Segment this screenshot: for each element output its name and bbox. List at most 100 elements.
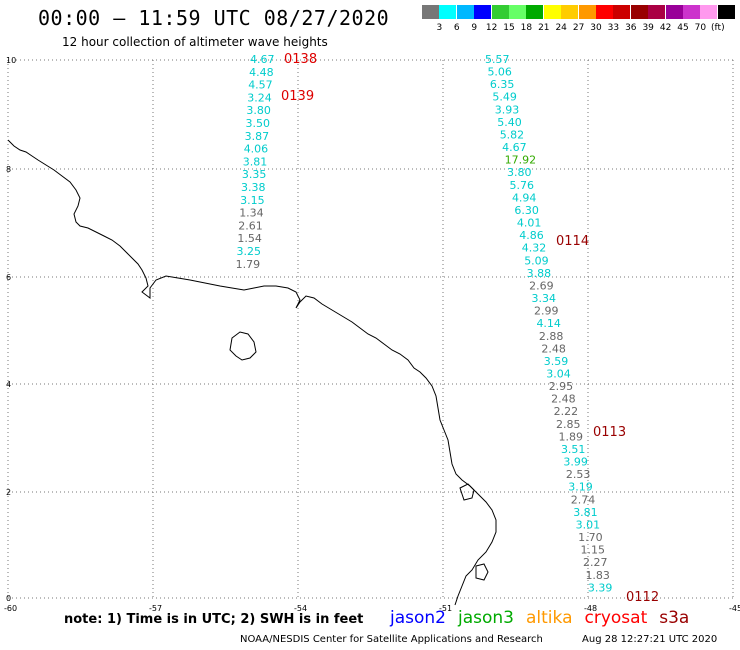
wave-height-label: 2.88 <box>539 330 564 343</box>
scale-label: 12 <box>485 23 498 33</box>
scale-label: 42 <box>659 23 672 33</box>
wave-height-label: 4.14 <box>536 317 561 330</box>
delta-island <box>459 483 475 501</box>
pass-id-label: 0139 <box>281 89 314 104</box>
lat-lon-grid <box>7 59 734 599</box>
scale-label: 36 <box>625 23 637 33</box>
wave-height-label: 3.81 <box>243 155 267 168</box>
wave-height-label: 6.30 <box>514 204 539 217</box>
satellite-legend-item: altika <box>526 608 573 628</box>
wave-height-label: 5.57 <box>485 53 510 66</box>
wave-height-label: 3.35 <box>242 168 267 181</box>
pass-id-label: 0112 <box>626 590 659 605</box>
page-subtitle: 12 hour collection of altimeter wave hei… <box>62 35 328 49</box>
wave-height-label: 5.06 <box>487 66 512 79</box>
wave-height-label: 5.49 <box>492 91 516 104</box>
wave-height-label: 3.04 <box>546 368 571 381</box>
wave-height-label: 3.59 <box>544 355 569 368</box>
altimeter-track-1: 4.674.484.573.243.803.503.874.063.813.35… <box>236 52 317 271</box>
wave-height-label: 4.67 <box>502 141 527 154</box>
wave-height-label: 2.61 <box>238 219 262 232</box>
y-tick-label: 2 <box>6 488 11 497</box>
x-tick-label: -51 <box>439 604 452 613</box>
satellite-legend-item: jason2 <box>390 608 446 628</box>
wave-height-label: 4.94 <box>512 191 537 204</box>
scale-label: 33 <box>607 23 620 33</box>
wave-height-label: 1.54 <box>237 232 262 245</box>
x-tick-label: -54 <box>294 604 307 613</box>
scale-label: 6 <box>453 23 460 33</box>
wave-height-label: 3.80 <box>246 104 271 117</box>
wave-height-label: 2.53 <box>566 468 591 481</box>
wave-height-label: 3.34 <box>532 292 557 305</box>
generated-timestamp: Aug 28 12:27:21 UTC 2020 <box>582 634 718 645</box>
caribbean-island <box>475 563 489 581</box>
satellite-legend-item: cryosat <box>584 608 648 628</box>
wave-height-label: 3.93 <box>495 103 520 116</box>
wave-height-label: 6.35 <box>490 78 515 91</box>
wave-height-label: 1.70 <box>578 531 603 544</box>
satellite-legend-item: s3a <box>659 608 690 628</box>
wave-height-label: 3.80 <box>507 166 532 179</box>
south-america-coastline <box>7 139 497 606</box>
wave-height-label: 2.95 <box>549 380 574 393</box>
satellite-legend: jason2 jason3 altika cryosat s3a <box>390 608 701 628</box>
coastline <box>7 139 497 606</box>
amazon-island <box>229 331 257 361</box>
wave-height-label: 2.74 <box>571 493 596 506</box>
wave-height-label: 5.76 <box>510 179 535 192</box>
wave-height-label: 2.27 <box>583 556 608 569</box>
x-tick-label: -60 <box>4 604 17 613</box>
footer: NOAA/NESDIS Center for Satellite Applica… <box>240 634 717 645</box>
units-note: note: 1) Time is in UTC; 2) SWH is in fe… <box>64 612 364 627</box>
wave-height-label: 3.38 <box>241 181 266 194</box>
scale-label: 30 <box>590 23 602 33</box>
wave-height-label: 5.40 <box>497 116 522 129</box>
scale-label: 21 <box>538 23 550 33</box>
wave-height-label: 3.24 <box>247 91 271 104</box>
y-tick-label: 4 <box>6 380 11 389</box>
wave-height-label: 3.25 <box>237 245 262 258</box>
wave-height-label: 3.88 <box>527 267 552 280</box>
wave-height-label: 4.32 <box>522 242 547 255</box>
wave-height-label: 1.79 <box>236 258 261 271</box>
wave-height-label: 2.48 <box>551 393 576 406</box>
wave-height-label: 3.01 <box>576 518 601 531</box>
scale-label: 24 <box>555 23 567 33</box>
scale-label: 18 <box>520 23 533 33</box>
wave-height-label: 3.19 <box>568 481 593 494</box>
wave-height-label: 2.48 <box>541 342 566 355</box>
scale-label: 15 <box>503 23 515 33</box>
wave-height-label: 3.99 <box>563 456 588 469</box>
wave-height-label: 4.01 <box>517 217 542 230</box>
y-tick-label: 8 <box>6 165 11 174</box>
y-tick-label: 0 <box>6 594 11 603</box>
wave-height-label: 3.51 <box>561 443 586 456</box>
scale-label: 27 <box>572 23 585 33</box>
x-tick-label: -57 <box>149 604 162 613</box>
wave-height-label: 4.06 <box>244 143 269 156</box>
wave-height-label: 3.15 <box>240 194 265 207</box>
altimeter-track-2: 5.575.066.355.493.935.405.824.6717.923.8… <box>485 53 659 605</box>
scale-label: 70 <box>694 23 707 33</box>
wave-height-label: 3.50 <box>246 117 271 130</box>
scale-label: 39 <box>642 23 654 33</box>
wave-height-label: 4.86 <box>519 229 544 242</box>
wave-height-label: 5.09 <box>524 254 549 267</box>
wave-height-label: 4.57 <box>248 79 273 92</box>
pass-id-label: 0138 <box>284 52 317 67</box>
wave-height-label: 1.89 <box>559 430 584 443</box>
scale-swatch <box>717 5 736 19</box>
wave-height-label: 17.92 <box>505 154 536 167</box>
page-title: 00:00 – 11:59 UTC 08/27/2020 <box>38 6 390 30</box>
wave-height-label: 5.82 <box>500 128 525 141</box>
wave-height-label: 2.22 <box>554 405 579 418</box>
source-credit: NOAA/NESDIS Center for Satellite Applica… <box>240 634 543 645</box>
y-tick-label: 6 <box>6 273 11 282</box>
wave-height-label: 3.39 <box>588 581 613 594</box>
wave-height-label: 1.15 <box>581 544 606 557</box>
x-tick-label: -48 <box>584 604 597 613</box>
y-tick-label: 10 <box>6 56 16 65</box>
